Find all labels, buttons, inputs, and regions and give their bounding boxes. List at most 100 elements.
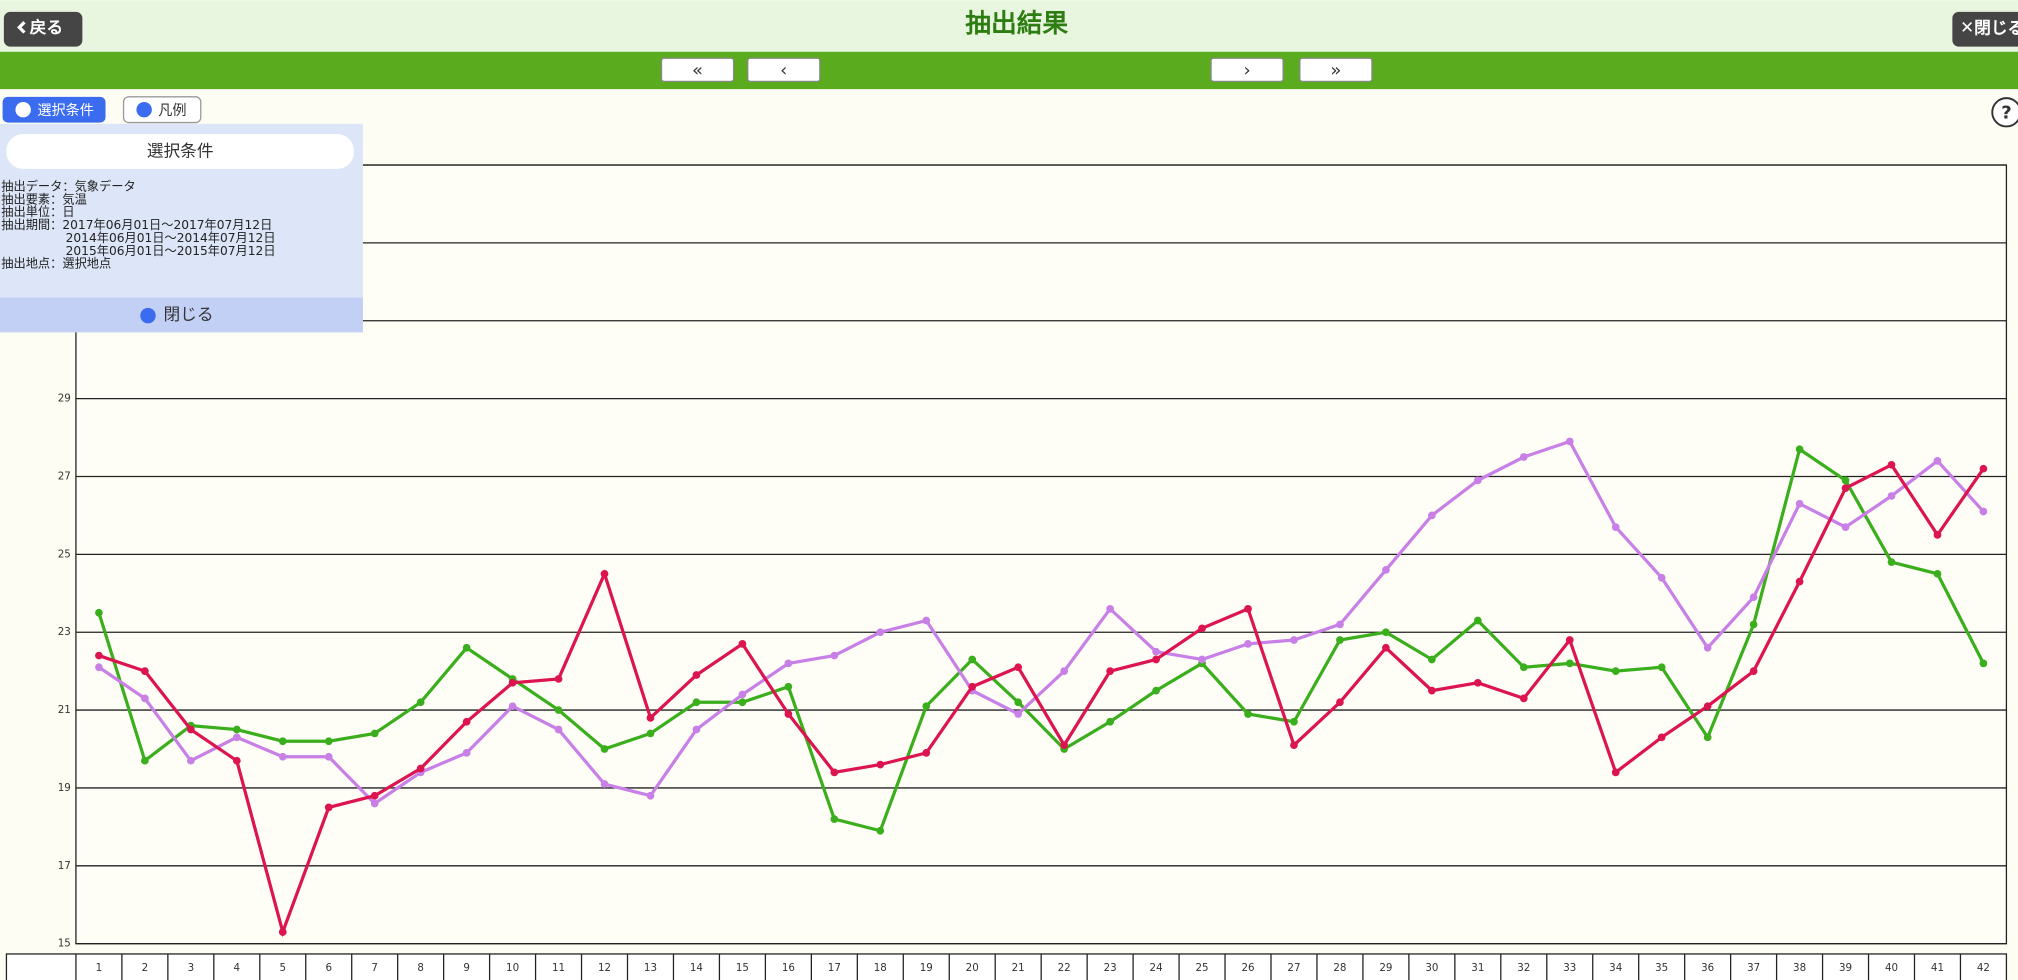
data-point — [1106, 667, 1114, 676]
x-axis-row — [5, 953, 2008, 980]
data-point — [1382, 566, 1390, 574]
x-tick-label: 12 — [598, 962, 611, 974]
data-point — [508, 702, 517, 711]
nav-label: « — [692, 60, 703, 81]
conditions-button[interactable] — [2, 96, 106, 123]
data-point — [1795, 499, 1804, 508]
data-point — [1473, 678, 1482, 687]
data-point — [1106, 717, 1114, 726]
data-point — [1611, 667, 1620, 676]
nav-button[interactable] — [747, 57, 821, 83]
data-point — [95, 651, 103, 660]
data-point — [1336, 698, 1344, 707]
conditions-icon — [15, 101, 31, 118]
x-tick-label: 5 — [279, 962, 286, 974]
y-tick-label: 17 — [58, 860, 71, 872]
help-button[interactable] — [1991, 97, 2018, 128]
data-point — [784, 659, 793, 668]
data-point — [1979, 507, 1988, 516]
data-point — [462, 643, 471, 652]
x-tick-label: 29 — [1379, 962, 1392, 974]
data-point — [1244, 710, 1252, 718]
x-tick-label: 14 — [690, 962, 703, 974]
data-point — [1382, 643, 1390, 652]
data-point — [1933, 531, 1942, 539]
panel-line: 抽出データ：気象データ — [1, 178, 135, 193]
data-point — [278, 752, 287, 761]
data-point — [1152, 686, 1160, 695]
legend-icon — [136, 101, 152, 118]
panel-line: 2015年06月01日～2015年07月12日 — [66, 244, 276, 258]
panel-title-bg — [6, 134, 354, 169]
data-point — [232, 725, 241, 734]
x-tick-label: 11 — [552, 962, 565, 974]
data-point — [1014, 698, 1023, 707]
nav-button[interactable] — [1210, 57, 1284, 83]
x-tick-label: 6 — [325, 962, 332, 974]
data-point — [554, 675, 563, 683]
data-point — [1428, 511, 1436, 520]
data-point — [1198, 655, 1206, 664]
data-point — [600, 569, 609, 578]
nav-button[interactable] — [1299, 57, 1373, 83]
data-point — [278, 737, 287, 746]
data-point — [232, 733, 241, 742]
x-tick-label: 25 — [1196, 962, 1209, 974]
data-point — [141, 756, 149, 765]
data-point — [416, 698, 425, 707]
data-point — [1336, 636, 1344, 644]
data-point — [1565, 659, 1574, 668]
data-point — [1979, 659, 1988, 668]
data-point — [692, 671, 701, 679]
data-point — [1841, 523, 1850, 531]
panel-line: 抽出要素：気温 — [1, 191, 87, 206]
series-line — [98, 462, 1985, 938]
data-point — [1795, 577, 1804, 586]
panel-close-icon — [140, 307, 156, 324]
data-point — [416, 764, 425, 773]
help-label: ? — [2001, 103, 2011, 124]
data-point — [1152, 647, 1160, 656]
x-tick-label: 22 — [1058, 962, 1071, 974]
data-point — [968, 682, 977, 691]
data-point — [692, 725, 701, 734]
panel-close-bar[interactable] — [0, 297, 363, 333]
x-tick-label: 42 — [1977, 962, 1990, 974]
x-tick-label: 7 — [371, 962, 378, 974]
data-point — [1244, 640, 1252, 648]
data-point — [692, 698, 701, 707]
data-point — [1473, 616, 1482, 625]
x-tick-label: 10 — [506, 962, 519, 974]
data-point — [1841, 476, 1850, 485]
y-tick-label: 23 — [58, 626, 71, 638]
x-tick-label: 21 — [1012, 962, 1025, 974]
back-button[interactable] — [3, 11, 83, 47]
header-bar — [0, 0, 2018, 52]
data-point — [1611, 768, 1620, 777]
x-tick-label: 35 — [1655, 962, 1668, 974]
x-tick-label: 4 — [234, 962, 241, 974]
data-point — [1749, 667, 1758, 676]
data-point — [600, 780, 609, 788]
data-point — [1703, 733, 1712, 742]
data-point — [1933, 569, 1942, 578]
data-point — [646, 791, 655, 800]
data-point — [370, 791, 379, 800]
data-point — [1014, 710, 1023, 718]
x-tick-label: 37 — [1747, 962, 1760, 974]
close-button[interactable] — [1952, 11, 2018, 47]
data-point — [1198, 624, 1206, 633]
x-tick-label: 1 — [96, 962, 103, 974]
data-point — [1979, 464, 1988, 473]
data-point — [324, 803, 333, 812]
data-point — [876, 760, 885, 769]
panel-line: 抽出単位：日 — [1, 204, 74, 219]
data-point — [646, 729, 655, 738]
conditions-label: 選択条件 — [37, 102, 94, 119]
nav-button[interactable] — [660, 57, 735, 83]
data-point — [1428, 686, 1436, 695]
back-icon — [17, 21, 26, 34]
x-tick-label: 16 — [782, 962, 795, 974]
close-label: ✕閉じる — [1960, 17, 2018, 37]
